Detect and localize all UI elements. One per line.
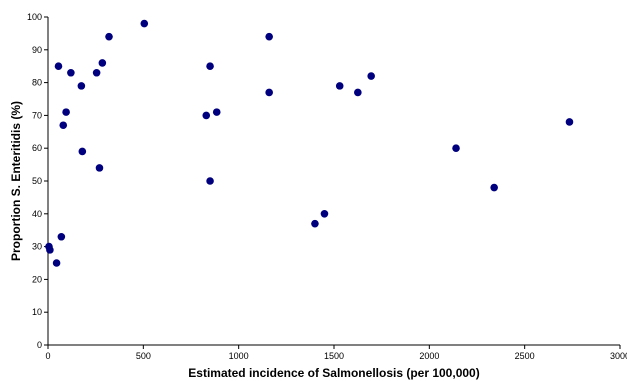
data-point xyxy=(59,121,68,130)
data-point xyxy=(105,32,113,41)
data-point xyxy=(320,210,329,218)
y-tick-label: 30 xyxy=(32,242,42,252)
data-point xyxy=(367,72,375,80)
y-tick-label: 20 xyxy=(32,274,42,284)
x-tick-label: 1000 xyxy=(229,351,249,361)
y-tick-label: 0 xyxy=(37,340,42,350)
data-point xyxy=(202,111,211,120)
data-point xyxy=(212,108,221,116)
y-tick-label: 60 xyxy=(32,143,42,153)
data-point xyxy=(140,19,149,28)
y-tick-label: 40 xyxy=(32,209,42,219)
data-point xyxy=(95,164,104,172)
data-point xyxy=(335,82,344,90)
data-point xyxy=(78,147,87,156)
axes xyxy=(47,17,620,346)
x-tick-label: 1500 xyxy=(324,351,344,361)
y-tick-label: 70 xyxy=(32,110,42,120)
data-point xyxy=(354,88,362,97)
x-tick-label: 2000 xyxy=(419,351,439,361)
data-point xyxy=(565,118,574,126)
x-axis-title: Estimated incidence of Salmonellosis (pe… xyxy=(188,366,479,380)
x-tick-label: 3000 xyxy=(610,351,627,361)
data-points xyxy=(45,19,574,267)
data-point xyxy=(57,232,66,241)
data-point xyxy=(62,108,70,116)
data-point xyxy=(265,32,273,41)
y-tick-label: 100 xyxy=(27,12,42,22)
y-axis-title: Proportion S. Enteritidis (%) xyxy=(9,101,23,261)
data-point xyxy=(92,68,101,77)
y-tick-label: 80 xyxy=(32,78,42,88)
y-tick-label: 90 xyxy=(32,45,42,55)
y-tick-label: 50 xyxy=(32,176,42,186)
y-ticks: 0 10 20 30 40 50 60 70 80 90 100 xyxy=(27,12,48,350)
data-point xyxy=(46,246,54,254)
x-ticks: 0 500 1000 1500 2000 2500 3000 xyxy=(45,345,627,361)
data-point xyxy=(98,59,107,67)
data-point xyxy=(265,88,273,97)
data-point xyxy=(52,259,61,267)
y-tick-label: 10 xyxy=(32,307,42,317)
data-point xyxy=(206,177,214,185)
data-point xyxy=(311,219,319,228)
data-point xyxy=(77,82,86,90)
x-tick-label: 500 xyxy=(136,351,151,361)
data-point xyxy=(452,144,460,152)
data-point xyxy=(206,62,214,70)
data-point xyxy=(54,62,63,70)
x-tick-label: 2500 xyxy=(515,351,535,361)
data-point xyxy=(67,68,75,77)
x-tick-label: 0 xyxy=(45,351,50,361)
data-point xyxy=(490,183,498,192)
